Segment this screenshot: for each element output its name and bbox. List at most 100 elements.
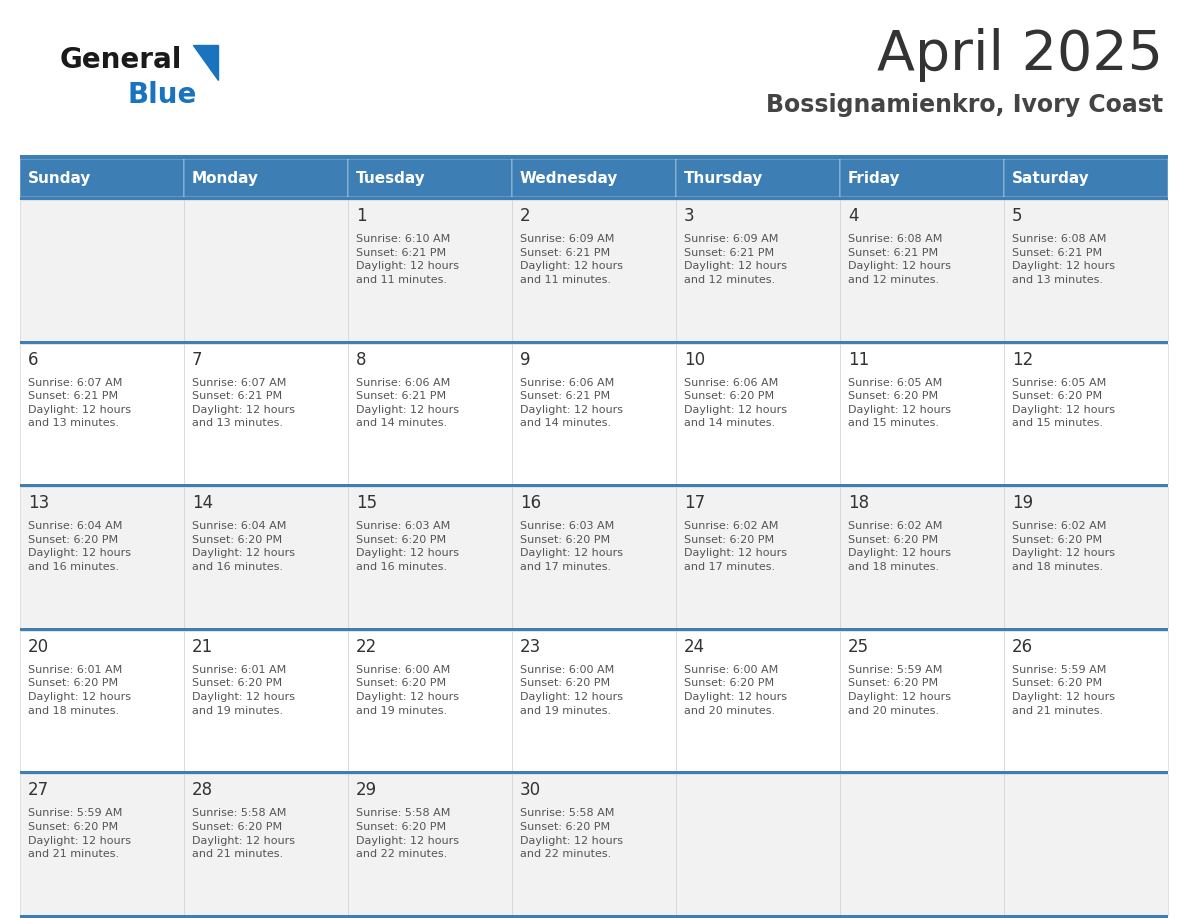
Bar (676, 775, 840, 915)
Text: 17: 17 (684, 494, 706, 512)
Bar (20, 155, 1168, 159)
Bar (348, 343, 512, 484)
Bar (348, 487, 512, 628)
Bar (676, 200, 840, 341)
Bar (840, 775, 1004, 915)
Text: 15: 15 (356, 494, 377, 512)
Text: Sunrise: 5:58 AM
Sunset: 6:20 PM
Daylight: 12 hours
and 21 minutes.: Sunrise: 5:58 AM Sunset: 6:20 PM Dayligh… (192, 809, 295, 859)
Text: 16: 16 (520, 494, 541, 512)
Bar (20, 200, 184, 341)
Bar (184, 775, 348, 915)
Bar (1004, 487, 1168, 628)
Bar (676, 343, 840, 484)
Text: Wednesday: Wednesday (520, 171, 619, 185)
Bar (512, 631, 676, 771)
Text: 13: 13 (29, 494, 49, 512)
Text: April 2025: April 2025 (877, 28, 1163, 82)
Bar (348, 159, 512, 197)
Bar (348, 200, 512, 341)
Bar (184, 487, 348, 628)
Text: Sunrise: 6:08 AM
Sunset: 6:21 PM
Daylight: 12 hours
and 13 minutes.: Sunrise: 6:08 AM Sunset: 6:21 PM Dayligh… (1012, 234, 1116, 285)
Bar (20, 159, 184, 197)
Bar (1004, 200, 1168, 341)
Bar (840, 200, 1004, 341)
Text: 21: 21 (192, 638, 214, 655)
Text: Sunrise: 6:09 AM
Sunset: 6:21 PM
Daylight: 12 hours
and 11 minutes.: Sunrise: 6:09 AM Sunset: 6:21 PM Dayligh… (520, 234, 623, 285)
Text: Sunrise: 5:59 AM
Sunset: 6:20 PM
Daylight: 12 hours
and 20 minutes.: Sunrise: 5:59 AM Sunset: 6:20 PM Dayligh… (848, 665, 952, 716)
Text: Thursday: Thursday (684, 171, 764, 185)
Bar (512, 343, 676, 484)
Text: Sunrise: 6:04 AM
Sunset: 6:20 PM
Daylight: 12 hours
and 16 minutes.: Sunrise: 6:04 AM Sunset: 6:20 PM Dayligh… (192, 521, 295, 572)
Text: Sunrise: 6:00 AM
Sunset: 6:20 PM
Daylight: 12 hours
and 20 minutes.: Sunrise: 6:00 AM Sunset: 6:20 PM Dayligh… (684, 665, 786, 716)
Bar (20, 771, 1168, 775)
Text: Saturday: Saturday (1012, 171, 1089, 185)
Text: Sunrise: 5:58 AM
Sunset: 6:20 PM
Daylight: 12 hours
and 22 minutes.: Sunrise: 5:58 AM Sunset: 6:20 PM Dayligh… (520, 809, 623, 859)
Text: Sunrise: 6:00 AM
Sunset: 6:20 PM
Daylight: 12 hours
and 19 minutes.: Sunrise: 6:00 AM Sunset: 6:20 PM Dayligh… (356, 665, 459, 716)
Text: 6: 6 (29, 351, 38, 369)
Text: 29: 29 (356, 781, 377, 800)
Bar (20, 197, 1168, 200)
Bar (20, 628, 1168, 631)
Text: 12: 12 (1012, 351, 1034, 369)
Bar (184, 200, 348, 341)
Bar (1004, 775, 1168, 915)
Text: Sunrise: 6:01 AM
Sunset: 6:20 PM
Daylight: 12 hours
and 18 minutes.: Sunrise: 6:01 AM Sunset: 6:20 PM Dayligh… (29, 665, 131, 716)
Text: 22: 22 (356, 638, 378, 655)
Text: Sunrise: 6:00 AM
Sunset: 6:20 PM
Daylight: 12 hours
and 19 minutes.: Sunrise: 6:00 AM Sunset: 6:20 PM Dayligh… (520, 665, 623, 716)
Bar (676, 631, 840, 771)
Text: 11: 11 (848, 351, 870, 369)
Bar (512, 775, 676, 915)
Text: Sunrise: 6:06 AM
Sunset: 6:21 PM
Daylight: 12 hours
and 14 minutes.: Sunrise: 6:06 AM Sunset: 6:21 PM Dayligh… (356, 377, 459, 429)
Bar (1004, 343, 1168, 484)
Bar (20, 915, 1168, 918)
Text: Tuesday: Tuesday (356, 171, 425, 185)
Text: Sunrise: 5:59 AM
Sunset: 6:20 PM
Daylight: 12 hours
and 21 minutes.: Sunrise: 5:59 AM Sunset: 6:20 PM Dayligh… (29, 809, 131, 859)
Bar (840, 159, 1004, 197)
Bar (184, 631, 348, 771)
Bar (676, 159, 840, 197)
Text: 30: 30 (520, 781, 541, 800)
Text: 27: 27 (29, 781, 49, 800)
Bar (184, 159, 348, 197)
Bar (512, 487, 676, 628)
Text: 20: 20 (29, 638, 49, 655)
Bar (840, 631, 1004, 771)
Text: 19: 19 (1012, 494, 1034, 512)
Text: 14: 14 (192, 494, 213, 512)
Bar (20, 341, 1168, 343)
Text: Sunrise: 6:03 AM
Sunset: 6:20 PM
Daylight: 12 hours
and 17 minutes.: Sunrise: 6:03 AM Sunset: 6:20 PM Dayligh… (520, 521, 623, 572)
Text: Sunrise: 6:04 AM
Sunset: 6:20 PM
Daylight: 12 hours
and 16 minutes.: Sunrise: 6:04 AM Sunset: 6:20 PM Dayligh… (29, 521, 131, 572)
Bar (512, 159, 676, 197)
Text: Sunrise: 6:09 AM
Sunset: 6:21 PM
Daylight: 12 hours
and 12 minutes.: Sunrise: 6:09 AM Sunset: 6:21 PM Dayligh… (684, 234, 786, 285)
Text: Sunrise: 6:06 AM
Sunset: 6:21 PM
Daylight: 12 hours
and 14 minutes.: Sunrise: 6:06 AM Sunset: 6:21 PM Dayligh… (520, 377, 623, 429)
Text: Sunrise: 6:02 AM
Sunset: 6:20 PM
Daylight: 12 hours
and 18 minutes.: Sunrise: 6:02 AM Sunset: 6:20 PM Dayligh… (1012, 521, 1116, 572)
Text: Sunrise: 5:59 AM
Sunset: 6:20 PM
Daylight: 12 hours
and 21 minutes.: Sunrise: 5:59 AM Sunset: 6:20 PM Dayligh… (1012, 665, 1116, 716)
Text: Sunrise: 6:01 AM
Sunset: 6:20 PM
Daylight: 12 hours
and 19 minutes.: Sunrise: 6:01 AM Sunset: 6:20 PM Dayligh… (192, 665, 295, 716)
Polygon shape (192, 45, 219, 80)
Bar (20, 775, 184, 915)
Text: Sunrise: 6:03 AM
Sunset: 6:20 PM
Daylight: 12 hours
and 16 minutes.: Sunrise: 6:03 AM Sunset: 6:20 PM Dayligh… (356, 521, 459, 572)
Text: Sunrise: 6:05 AM
Sunset: 6:20 PM
Daylight: 12 hours
and 15 minutes.: Sunrise: 6:05 AM Sunset: 6:20 PM Dayligh… (848, 377, 952, 429)
Text: 5: 5 (1012, 207, 1023, 225)
Text: 8: 8 (356, 351, 367, 369)
Text: Sunrise: 6:02 AM
Sunset: 6:20 PM
Daylight: 12 hours
and 17 minutes.: Sunrise: 6:02 AM Sunset: 6:20 PM Dayligh… (684, 521, 786, 572)
Bar (840, 487, 1004, 628)
Text: Sunday: Sunday (29, 171, 91, 185)
Bar (676, 487, 840, 628)
Text: 9: 9 (520, 351, 531, 369)
Bar (20, 631, 184, 771)
Bar (20, 484, 1168, 487)
Text: Sunrise: 6:07 AM
Sunset: 6:21 PM
Daylight: 12 hours
and 13 minutes.: Sunrise: 6:07 AM Sunset: 6:21 PM Dayligh… (29, 377, 131, 429)
Text: 1: 1 (356, 207, 367, 225)
Text: 18: 18 (848, 494, 870, 512)
Text: Sunrise: 6:08 AM
Sunset: 6:21 PM
Daylight: 12 hours
and 12 minutes.: Sunrise: 6:08 AM Sunset: 6:21 PM Dayligh… (848, 234, 952, 285)
Text: Sunrise: 6:07 AM
Sunset: 6:21 PM
Daylight: 12 hours
and 13 minutes.: Sunrise: 6:07 AM Sunset: 6:21 PM Dayligh… (192, 377, 295, 429)
Text: General: General (61, 46, 183, 74)
Text: Sunrise: 5:58 AM
Sunset: 6:20 PM
Daylight: 12 hours
and 22 minutes.: Sunrise: 5:58 AM Sunset: 6:20 PM Dayligh… (356, 809, 459, 859)
Text: Sunrise: 6:02 AM
Sunset: 6:20 PM
Daylight: 12 hours
and 18 minutes.: Sunrise: 6:02 AM Sunset: 6:20 PM Dayligh… (848, 521, 952, 572)
Text: Friday: Friday (848, 171, 901, 185)
Bar (348, 775, 512, 915)
Text: Sunrise: 6:06 AM
Sunset: 6:20 PM
Daylight: 12 hours
and 14 minutes.: Sunrise: 6:06 AM Sunset: 6:20 PM Dayligh… (684, 377, 786, 429)
Text: Bossignamienkro, Ivory Coast: Bossignamienkro, Ivory Coast (766, 93, 1163, 117)
Bar (348, 631, 512, 771)
